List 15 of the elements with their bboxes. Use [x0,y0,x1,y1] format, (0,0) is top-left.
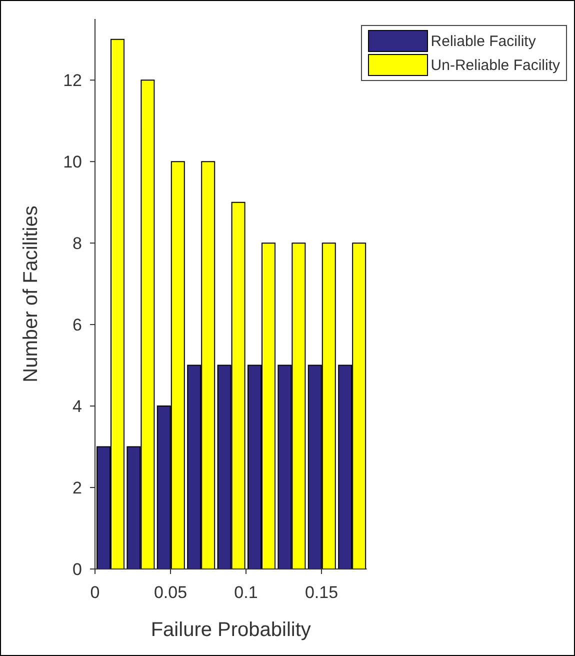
y-tick-label: 0 [72,560,82,580]
y-tick-label: 10 [63,152,82,172]
x-tick-label: 0.1 [234,583,258,602]
legend-label: Un-Reliable Facility [430,56,560,74]
y-tick-label: 4 [72,397,82,416]
y-tick-label: 2 [72,478,82,498]
y-tick-label: 6 [72,316,82,335]
legend-label: Reliable Facility [430,32,536,50]
y-tick-label: 8 [72,234,82,254]
x-tick-label: 0.05 [154,583,188,602]
y-axis-title: Number of Facilities [20,206,42,382]
x-axis-title: Failure Probability [150,619,311,641]
x-tick-label: 0 [90,583,100,602]
x-tick-label: 0.15 [304,583,338,602]
y-tick-label: 12 [63,71,82,90]
